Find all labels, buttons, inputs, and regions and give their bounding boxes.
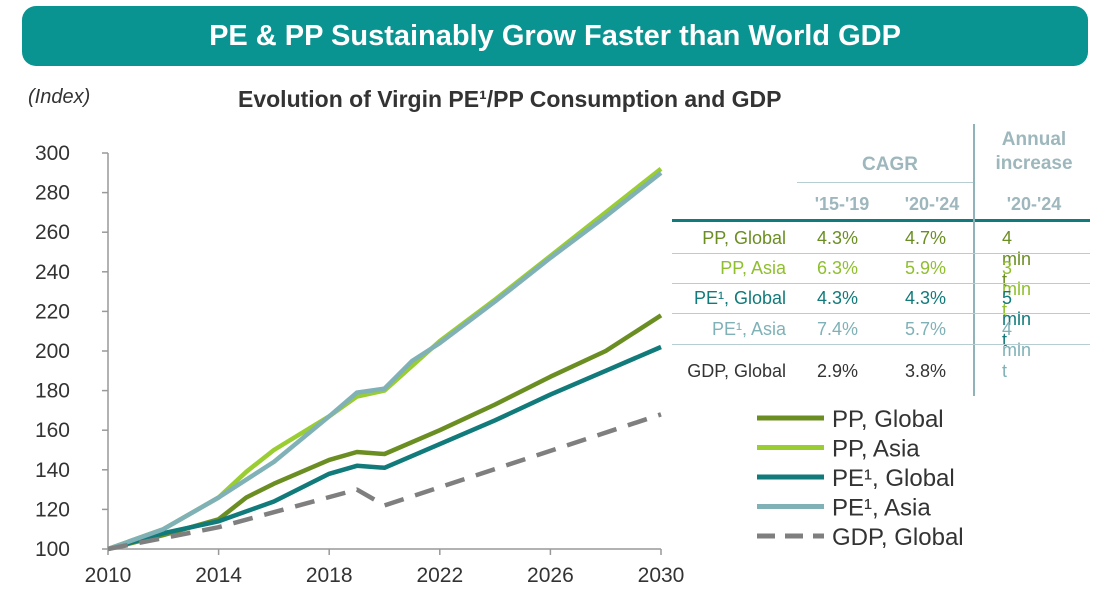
y-tick-label: 220 (35, 300, 70, 323)
chart-axes: 100 120 140 160 180 200 220 240 260 280 300 2010 201… (35, 142, 684, 587)
x-tick-label: 2026 (527, 564, 574, 587)
table-cell-cagr-20-24: 3.8% (905, 361, 947, 381)
table-cell-annual: 3 mln t (1002, 258, 1032, 320)
table-row-label: PE¹, Global (693, 288, 786, 308)
chart-title: Evolution of Virgin PE¹/PP Consumption a… (238, 86, 782, 112)
series-line-gdp-global (107, 412, 662, 552)
table-subheader: '20-'24 (1006, 194, 1062, 214)
table-cell-cagr-15-19: 2.9% (817, 361, 859, 381)
y-axis-label: (Index) (28, 86, 91, 108)
table-cell-annual: 4 mln t (1002, 228, 1032, 290)
y-tick-label: 160 (35, 419, 70, 442)
table-row-divider (672, 253, 1090, 254)
table-row-label: GDP, Global (687, 361, 786, 381)
y-tick-label: 240 (35, 261, 70, 284)
table-cell-cagr-20-24: 5.7% (905, 319, 947, 339)
table-cell-cagr-20-24: 5.9% (905, 258, 947, 278)
series-line-pe-asia (107, 171, 663, 552)
table-column-divider (973, 124, 975, 396)
y-tick-label: 280 (35, 182, 70, 205)
legend-label: PP, Asia (832, 436, 920, 463)
y-tick-label: 140 (35, 459, 70, 482)
table-cell-cagr-20-24: 4.3% (905, 288, 947, 308)
table-header-annual: Annual increase (995, 129, 1073, 174)
table-row-label: PP, Asia (720, 258, 786, 278)
y-tick-label: 180 (35, 380, 70, 403)
x-tick-label: 2010 (85, 564, 132, 587)
series-line-pp-asia (107, 167, 663, 552)
legend-label: GDP, Global (832, 524, 964, 551)
series-lines (107, 167, 663, 552)
table-row-label: PP, Global (702, 228, 786, 248)
legend-label: PE¹, Asia (832, 495, 931, 522)
table-subheader: '20-'24 (904, 194, 960, 214)
y-tick-label: 200 (35, 340, 70, 363)
table-header-rule (672, 219, 1090, 222)
table-cell-annual: 5 mln t (1002, 288, 1032, 350)
banner-title: PE & PP Sustainably Grow Faster than Wor… (22, 6, 1088, 66)
table-cell-cagr-15-19: 4.3% (817, 288, 859, 308)
x-tick-label: 2014 (195, 564, 242, 587)
y-tick-label: 300 (35, 142, 70, 165)
table-row-label: PE¹, Asia (711, 319, 786, 339)
table-cell-cagr-20-24: 4.7% (905, 228, 947, 248)
table-cell-annual: 4 mln t (1002, 319, 1032, 381)
x-tick-label: 2018 (306, 564, 353, 587)
table-subheader: '15-'19 (814, 194, 870, 214)
y-tick-label: 120 (35, 498, 70, 521)
y-tick-label: 260 (35, 221, 70, 244)
table-cell-cagr-15-19: 7.4% (817, 319, 859, 339)
table-row-divider (672, 313, 1090, 314)
table-cell-cagr-15-19: 4.3% (817, 228, 859, 248)
table-row-divider (672, 344, 1090, 345)
table-header-cagr: CAGR (862, 154, 918, 175)
x-tick-label: 2022 (416, 564, 463, 587)
y-tick-label: 100 (35, 538, 70, 561)
x-tick-label: 2030 (638, 564, 685, 587)
legend-label: PP, Global (832, 406, 944, 433)
series-line-pe-global (107, 344, 662, 552)
table-row-divider (672, 283, 1090, 284)
table-cell-cagr-15-19: 6.3% (817, 258, 859, 278)
table-divider (797, 182, 973, 183)
legend-label: PE¹, Global (832, 465, 955, 492)
